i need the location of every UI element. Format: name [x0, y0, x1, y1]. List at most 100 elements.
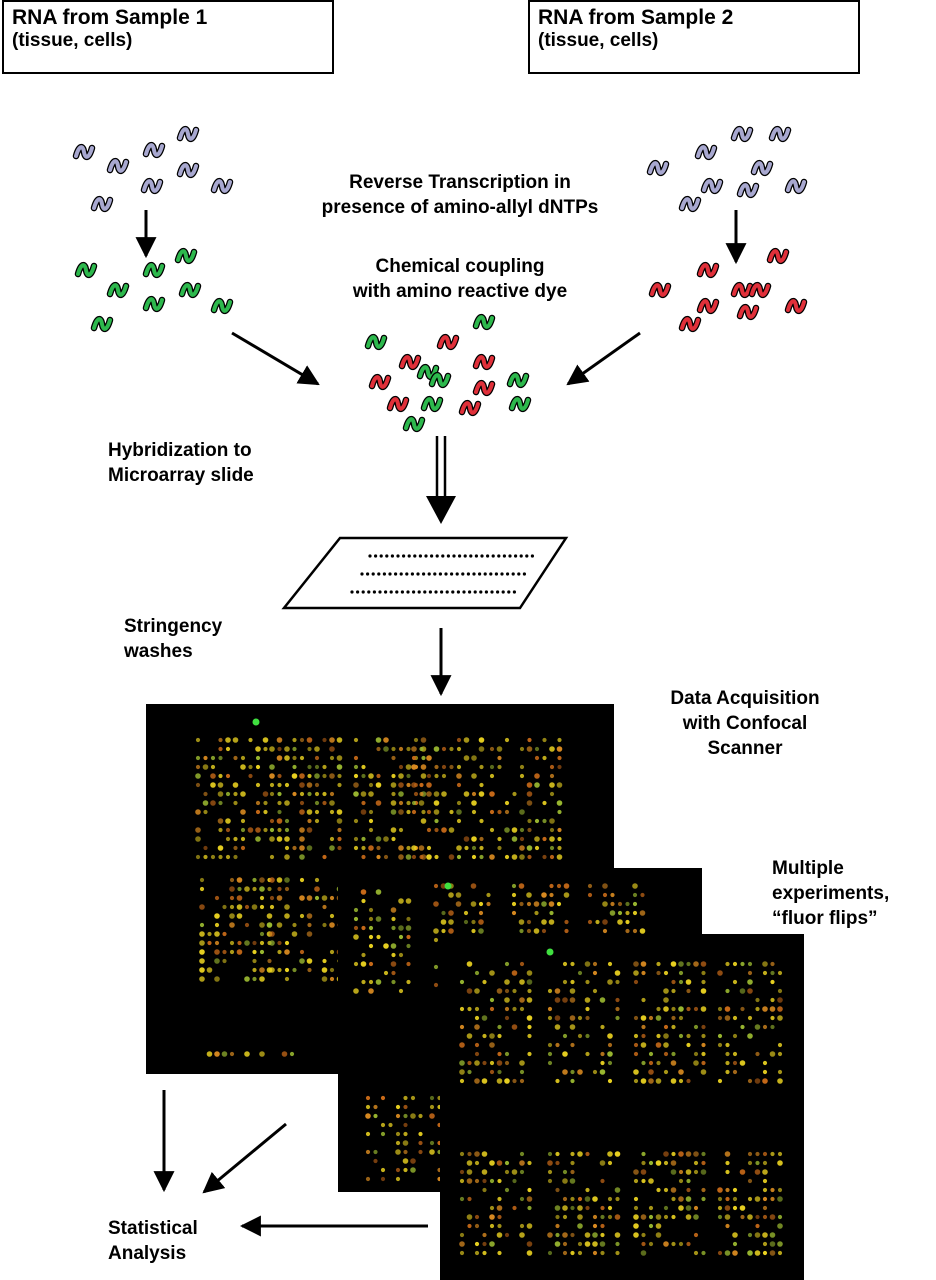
scan-spot [641, 1024, 646, 1030]
scan-spot [486, 892, 491, 898]
scan-spot [747, 1178, 753, 1184]
scan-spot [519, 1196, 525, 1202]
scan-spot [391, 791, 396, 797]
scan-spot [519, 746, 525, 752]
scan-spot [284, 877, 290, 883]
scan-spot [403, 1113, 408, 1119]
slide-spot [441, 554, 445, 558]
scan-spot [214, 1051, 220, 1057]
scan-spot [368, 809, 374, 815]
slide-spot [367, 590, 371, 594]
scan-spot [504, 979, 510, 985]
slide-spot [428, 590, 432, 594]
scan-spot [555, 1042, 560, 1048]
scan-spot [569, 1178, 576, 1184]
rna-molecule-sample1 [178, 127, 198, 141]
scan-spot [577, 970, 583, 976]
scan-spot [670, 1187, 677, 1193]
mixed-cdna-molecule [400, 355, 420, 369]
scan-spot [678, 1241, 684, 1247]
scan-spot [353, 961, 359, 967]
scan-spot [549, 782, 555, 788]
scan-spot [410, 1113, 416, 1119]
scan-spot [259, 931, 265, 937]
scan-spot [259, 949, 265, 955]
scan-spot [368, 916, 374, 922]
scan-spot [406, 934, 411, 940]
scan-spot [625, 910, 630, 916]
scan-spot [314, 818, 320, 824]
scan-spot [411, 782, 417, 788]
scan-spot [433, 883, 439, 889]
scan-spot [471, 800, 477, 806]
rna-molecule-sample2 [752, 161, 772, 175]
scan-spot [322, 773, 327, 779]
slide-spot [446, 554, 450, 558]
scan-spot [526, 746, 533, 752]
scan-spot [663, 1160, 669, 1166]
scan-spot [474, 1078, 480, 1084]
scan-spot [252, 940, 257, 946]
scan-spot [252, 958, 257, 964]
scan-spot [554, 997, 561, 1003]
scan-spot [614, 1187, 621, 1193]
scan-spot [511, 836, 518, 842]
scan-spot [314, 895, 320, 901]
scan-spot [225, 746, 231, 752]
scan-spot [306, 895, 313, 901]
scan-spot [632, 901, 638, 907]
scan-spot [353, 764, 359, 770]
scan-spot [725, 1196, 730, 1202]
green-cdna-molecule [144, 297, 164, 311]
scan-spot [434, 773, 439, 779]
red-cdna-molecule [680, 317, 700, 331]
scan-spot [195, 836, 201, 842]
scan-spot [314, 800, 320, 806]
scan-spot [563, 892, 570, 898]
scan-spot [456, 764, 462, 770]
scan-spot [648, 1060, 654, 1066]
scan-spot [693, 1151, 699, 1157]
scan-spot [479, 764, 484, 770]
scan-spot [474, 1241, 480, 1247]
scan-spot [599, 1160, 606, 1166]
slide-spot [430, 554, 434, 558]
scan-spot [284, 818, 290, 824]
scan-spot [390, 809, 397, 815]
slide-spot [434, 590, 438, 594]
scan-spot [388, 1122, 393, 1128]
scan-spot [441, 791, 447, 797]
scan-spot [633, 1069, 639, 1075]
scan-spot [267, 886, 272, 892]
scan-spot [556, 901, 562, 907]
scan-spot [549, 845, 555, 851]
slide-spot [519, 554, 523, 558]
scan-spot [210, 782, 216, 788]
scan-spot [449, 746, 454, 752]
slide-spot [466, 572, 470, 576]
scan-spot [390, 827, 397, 833]
scan-spot [547, 988, 553, 994]
arrow-scan-diagonal [202, 1122, 287, 1194]
scan-spot [353, 836, 359, 842]
scan-spot [633, 1033, 639, 1039]
scan-spot [269, 764, 275, 770]
scan-spot [229, 877, 235, 883]
scan-spot [562, 1033, 568, 1039]
red-cdna-molecule [750, 283, 770, 297]
scan-spot [225, 737, 231, 743]
scan-spot [277, 773, 282, 779]
scan-spot [307, 764, 312, 770]
scan-spot [221, 1051, 228, 1057]
scan-spot [570, 1232, 575, 1238]
scan-spot [555, 1223, 560, 1229]
scan-spot [299, 791, 305, 797]
scan-spot [633, 961, 639, 967]
scan-spot [549, 892, 554, 898]
scan-spot [269, 895, 275, 901]
scan-spot [693, 1250, 699, 1256]
scan-spot [463, 755, 470, 761]
slide-spot [379, 554, 383, 558]
scan-spot [337, 836, 342, 842]
scan-spot [368, 934, 374, 940]
